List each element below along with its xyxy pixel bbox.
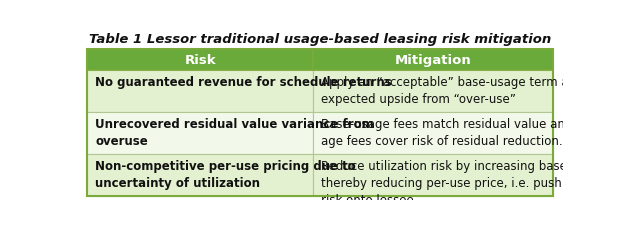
- Bar: [313, 154, 553, 196]
- Text: Unrecovered residual value variance from
overuse: Unrecovered residual value variance from…: [95, 117, 374, 147]
- Bar: [88, 112, 313, 154]
- Bar: [313, 70, 553, 112]
- Bar: [88, 154, 313, 196]
- Text: Table 1 Lessor traditional usage-based leasing risk mitigation: Table 1 Lessor traditional usage-based l…: [89, 33, 551, 46]
- Text: Risk: Risk: [184, 54, 216, 67]
- Bar: [88, 50, 553, 196]
- Text: Base-usage fees match residual value and over-
age fees cover risk of residual r: Base-usage fees match residual value and…: [321, 117, 606, 147]
- Text: Reduce utilization risk by increasing base-usage
thereby reducing per-use price,: Reduce utilization risk by increasing ba…: [321, 159, 607, 206]
- Bar: [313, 112, 553, 154]
- Bar: [313, 50, 553, 70]
- Text: Non-competitive per-use pricing due to
uncertainty of utilization: Non-competitive per-use pricing due to u…: [95, 159, 356, 189]
- Bar: [88, 50, 313, 70]
- Text: Mitigation: Mitigation: [395, 54, 472, 67]
- Text: Apply an “acceptable” base-usage term along with
expected upside from “over-use”: Apply an “acceptable” base-usage term al…: [321, 76, 623, 106]
- Bar: [88, 70, 313, 112]
- Text: No guaranteed revenue for schedule returns: No guaranteed revenue for schedule retur…: [95, 76, 392, 89]
